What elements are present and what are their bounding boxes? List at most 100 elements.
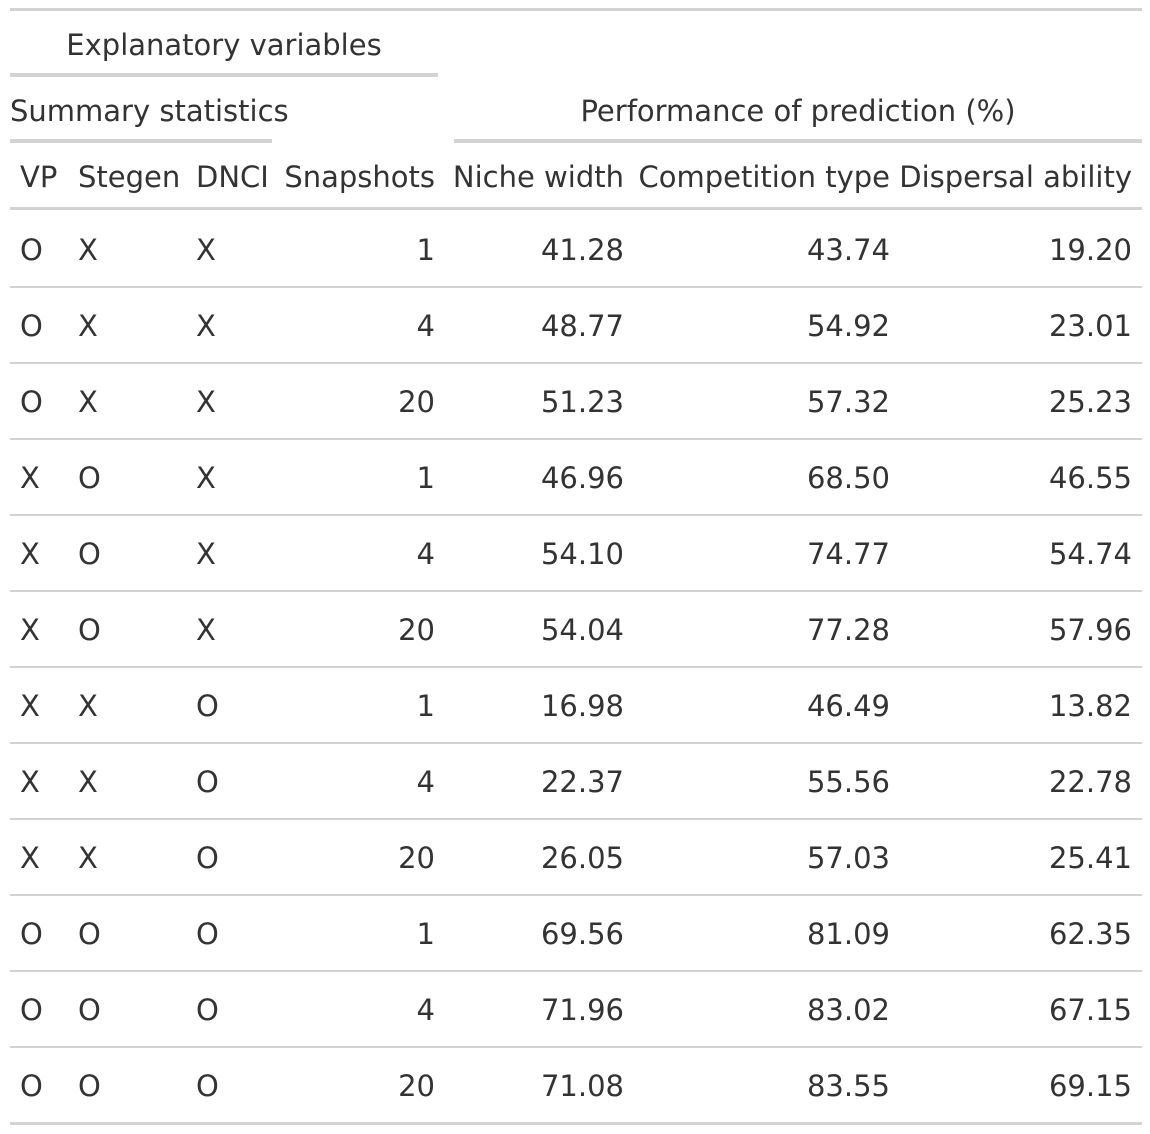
row-divider xyxy=(10,286,1142,288)
cell-vp: X xyxy=(20,613,40,647)
cell-snapshots: 4 xyxy=(416,993,435,1027)
column-header-stegen: Stegen xyxy=(78,160,181,194)
cell-snapshots: 20 xyxy=(398,385,435,419)
cell-competition-type: 43.74 xyxy=(806,233,890,267)
cell-stegen: X xyxy=(78,689,98,723)
row-divider xyxy=(10,818,1142,820)
cell-dispersal-ability: 23.01 xyxy=(1048,309,1132,343)
cell-niche-width: 22.37 xyxy=(540,765,624,799)
column-header-competition-type: Competition type xyxy=(638,160,890,194)
cell-competition-type: 74.77 xyxy=(806,537,890,571)
cell-competition-type: 57.03 xyxy=(806,841,890,875)
spanner-summary-statistics: Summary statistics xyxy=(10,94,289,128)
cell-dispersal-ability: 13.82 xyxy=(1048,689,1132,723)
column-header-niche-width: Niche width xyxy=(452,160,624,194)
cell-dnci: X xyxy=(196,233,216,267)
cell-dispersal-ability: 69.15 xyxy=(1048,1069,1132,1103)
cell-stegen: X xyxy=(78,385,98,419)
cell-dnci: O xyxy=(196,689,219,723)
cell-niche-width: 26.05 xyxy=(540,841,624,875)
cell-dispersal-ability: 19.20 xyxy=(1048,233,1132,267)
cell-vp: O xyxy=(20,385,43,419)
cell-competition-type: 68.50 xyxy=(806,461,890,495)
row-divider xyxy=(10,514,1142,516)
cell-dispersal-ability: 67.15 xyxy=(1048,993,1132,1027)
cell-dnci: X xyxy=(196,461,216,495)
cell-niche-width: 71.08 xyxy=(540,1069,624,1103)
cell-competition-type: 83.55 xyxy=(806,1069,890,1103)
cell-snapshots: 1 xyxy=(416,917,435,951)
cell-dnci: O xyxy=(196,765,219,799)
cell-competition-type: 54.92 xyxy=(806,309,890,343)
cell-snapshots: 1 xyxy=(416,461,435,495)
cell-stegen: O xyxy=(78,461,101,495)
cell-competition-type: 46.49 xyxy=(806,689,890,723)
cell-snapshots: 1 xyxy=(416,233,435,267)
header-bottom-rule xyxy=(10,207,1142,210)
cell-dnci: O xyxy=(196,917,219,951)
table-top-rule xyxy=(10,8,1142,11)
cell-dispersal-ability: 46.55 xyxy=(1048,461,1132,495)
row-divider xyxy=(10,590,1142,592)
cell-dnci: X xyxy=(196,385,216,419)
cell-stegen: X xyxy=(78,233,98,267)
spanner-explanatory-underline xyxy=(10,73,438,77)
column-header-dispersal-ability: Dispersal ability xyxy=(899,160,1132,194)
cell-niche-width: 54.04 xyxy=(540,613,624,647)
cell-competition-type: 81.09 xyxy=(806,917,890,951)
cell-vp: X xyxy=(20,765,40,799)
row-divider xyxy=(10,970,1142,972)
cell-dnci: O xyxy=(196,841,219,875)
column-header-dnci: DNCI xyxy=(196,160,269,194)
cell-stegen: O xyxy=(78,537,101,571)
cell-snapshots: 4 xyxy=(416,309,435,343)
cell-vp: X xyxy=(20,537,40,571)
spanner-explanatory-variables: Explanatory variables xyxy=(66,28,382,62)
row-divider xyxy=(10,666,1142,668)
cell-vp: X xyxy=(20,689,40,723)
cell-niche-width: 41.28 xyxy=(540,233,624,267)
cell-stegen: X xyxy=(78,841,98,875)
cell-vp: O xyxy=(20,1069,43,1103)
cell-niche-width: 69.56 xyxy=(540,917,624,951)
column-header-snapshots: Snapshots xyxy=(284,160,435,194)
cell-dnci: X xyxy=(196,309,216,343)
cell-stegen: X xyxy=(78,309,98,343)
cell-snapshots: 20 xyxy=(398,1069,435,1103)
cell-snapshots: 20 xyxy=(398,841,435,875)
row-divider xyxy=(10,438,1142,440)
cell-snapshots: 1 xyxy=(416,689,435,723)
column-header-vp: VP xyxy=(20,160,58,194)
cell-dnci: X xyxy=(196,537,216,571)
cell-vp: O xyxy=(20,993,43,1027)
cell-niche-width: 16.98 xyxy=(540,689,624,723)
cell-snapshots: 4 xyxy=(416,537,435,571)
cell-dispersal-ability: 57.96 xyxy=(1048,613,1132,647)
cell-dispersal-ability: 62.35 xyxy=(1048,917,1132,951)
cell-stegen: O xyxy=(78,613,101,647)
spanner-performance-of-prediction: Performance of prediction (%) xyxy=(580,94,1016,128)
cell-competition-type: 57.32 xyxy=(806,385,890,419)
cell-dnci: O xyxy=(196,993,219,1027)
row-divider xyxy=(10,1046,1142,1048)
cell-niche-width: 54.10 xyxy=(540,537,624,571)
cell-stegen: X xyxy=(78,765,98,799)
cell-niche-width: 46.96 xyxy=(540,461,624,495)
cell-vp: O xyxy=(20,917,43,951)
cell-niche-width: 51.23 xyxy=(540,385,624,419)
row-divider xyxy=(10,742,1142,744)
cell-dispersal-ability: 22.78 xyxy=(1048,765,1132,799)
cell-vp: O xyxy=(20,233,43,267)
spanner-summary-underline xyxy=(10,139,272,143)
cell-snapshots: 4 xyxy=(416,765,435,799)
cell-niche-width: 48.77 xyxy=(540,309,624,343)
cell-competition-type: 55.56 xyxy=(806,765,890,799)
cell-vp: X xyxy=(20,461,40,495)
cell-vp: O xyxy=(20,309,43,343)
cell-niche-width: 71.96 xyxy=(540,993,624,1027)
cell-dispersal-ability: 25.41 xyxy=(1048,841,1132,875)
spanner-performance-underline xyxy=(454,139,1142,143)
row-divider xyxy=(10,894,1142,896)
cell-competition-type: 83.02 xyxy=(806,993,890,1027)
